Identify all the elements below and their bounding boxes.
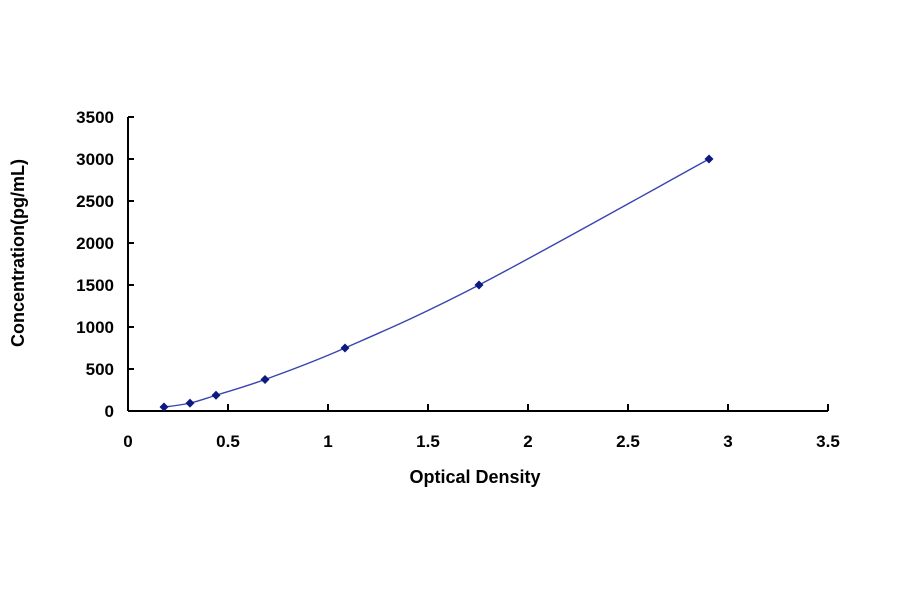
data-series xyxy=(159,154,714,412)
x-tick-label: 0.5 xyxy=(216,432,240,451)
x-tick-label: 3.5 xyxy=(816,432,840,451)
y-tick-label: 1000 xyxy=(76,318,114,337)
y-tick-label: 3000 xyxy=(76,150,114,169)
y-axis-label: Concentration(pg/mL) xyxy=(8,159,28,347)
y-tick-label: 2000 xyxy=(76,234,114,253)
diamond-marker-icon xyxy=(159,402,169,412)
curve-line xyxy=(163,158,710,408)
x-axis-title: Optical Density xyxy=(409,467,540,487)
y-tick-label: 0 xyxy=(105,402,114,421)
x-tick-label: 2.5 xyxy=(616,432,640,451)
y-tick-label: 500 xyxy=(86,360,114,379)
x-tick-label: 0 xyxy=(123,432,132,451)
x-tick-label: 1.5 xyxy=(416,432,440,451)
y-tick-label: 2500 xyxy=(76,192,114,211)
x-tick-label: 1 xyxy=(323,432,332,451)
diamond-marker-icon xyxy=(211,390,221,400)
x-tick-label: 2 xyxy=(523,432,532,451)
x-axis-label: Optical Density xyxy=(409,467,540,487)
diamond-marker-icon xyxy=(185,398,195,408)
diamond-marker-icon xyxy=(340,343,350,353)
y-axis-title: Concentration(pg/mL) xyxy=(8,159,28,347)
diamond-marker-icon xyxy=(704,154,714,164)
axes: 0 500 1000 1500 2000 2500 3000 3500 0 0.5 1 1.5 2 2.5… xyxy=(76,108,840,451)
x-tick-label: 3 xyxy=(723,432,732,451)
diamond-marker-icon xyxy=(260,375,270,384)
y-tick-label: 3500 xyxy=(76,108,114,127)
y-tick-label: 1500 xyxy=(76,276,114,295)
diamond-marker-icon xyxy=(474,280,484,290)
